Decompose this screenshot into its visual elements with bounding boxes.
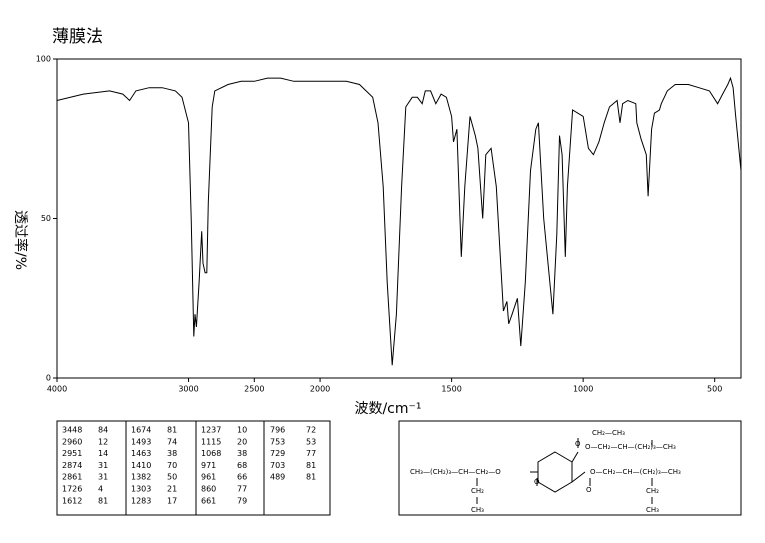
structure-label: CH₃—(CH₂)₃—CH—CH₂—O: [410, 468, 501, 476]
table-cell: 703: [270, 461, 285, 470]
table-cell: 66: [237, 473, 247, 482]
structure-label: O: [575, 440, 581, 448]
y-tick-label: 100: [36, 55, 51, 64]
table-cell: 81: [306, 473, 316, 482]
table-cell: 38: [167, 449, 177, 458]
x-tick-label: 2000: [310, 385, 330, 394]
table-cell: 50: [167, 473, 177, 482]
y-label: 透过率/%: [12, 210, 29, 270]
structure-label: O—CH₂—CH—(CH₂)₃—CH₃: [590, 468, 681, 476]
structure-label: O: [586, 486, 592, 494]
table-cell: 53: [306, 437, 316, 446]
table-frame: [56, 420, 331, 516]
table-cell: 753: [270, 437, 285, 446]
table-cell: 2874: [62, 461, 82, 470]
table-cell: 2960: [62, 437, 82, 446]
table-cell: 81: [167, 426, 177, 435]
plot-frame: [56, 58, 742, 379]
table-cell: 20: [237, 437, 247, 446]
x-tick-label: 500: [707, 385, 722, 394]
x-label: 波数/cm⁻¹: [354, 401, 421, 417]
title: 薄膜法: [52, 27, 103, 47]
structure-frame: [398, 420, 742, 516]
table-cell: 77: [306, 449, 316, 458]
structure: [398, 420, 742, 516]
table-cell: 1115: [201, 437, 221, 446]
table-cell: 74: [167, 437, 177, 446]
structure-label: CH₂: [646, 487, 659, 495]
table-cell: 1674: [131, 426, 151, 435]
peak-table: [56, 420, 331, 516]
table-cell: 81: [306, 461, 316, 470]
table-cell: 81: [98, 496, 108, 505]
table-cell: 84: [98, 426, 108, 435]
table-cell: 31: [98, 473, 108, 482]
table-cell: 1283: [131, 496, 151, 505]
x-tick-label: 1500: [441, 385, 461, 394]
structure-label: CH₃: [646, 506, 659, 514]
structure-label: CH₃: [471, 506, 484, 514]
structure-label: O—CH₂—CH—(CH₂)₃—CH₃: [585, 443, 676, 451]
table-cell: 72: [306, 426, 316, 435]
bond: [571, 471, 586, 483]
table-cell: 14: [98, 449, 108, 458]
table-cell: 17: [167, 496, 177, 505]
table-cell: 68: [237, 461, 247, 470]
table-cell: 12: [98, 437, 108, 446]
table-cell: 1237: [201, 426, 221, 435]
ring: [537, 451, 573, 493]
x-tick-label: 2500: [244, 385, 264, 394]
x-tick-label: 3000: [178, 385, 198, 394]
table-cell: 10: [237, 426, 247, 435]
y-tick-label: 50: [41, 214, 51, 223]
bond: [571, 451, 579, 463]
table-cell: 2861: [62, 473, 82, 482]
table-cell: 21: [167, 485, 177, 494]
x-tick-label: 4000: [47, 385, 67, 394]
structure-label: CH₂—CH₃: [592, 429, 625, 437]
table-cell: 2951: [62, 449, 82, 458]
table-cell: 796: [270, 426, 285, 435]
table-cell: 729: [270, 449, 285, 458]
table-cell: 1726: [62, 485, 82, 494]
table-cell: 70: [167, 461, 177, 470]
structure-label: O: [534, 478, 540, 486]
table-cell: 860: [201, 485, 216, 494]
table-cell: 1410: [131, 461, 151, 470]
table-cell: 1493: [131, 437, 151, 446]
table-cell: 1382: [131, 473, 151, 482]
table-cell: 1463: [131, 449, 151, 458]
table-cell: 961: [201, 473, 216, 482]
table-cell: 1068: [201, 449, 221, 458]
table-cell: 77: [237, 485, 247, 494]
table-cell: 3448: [62, 426, 82, 435]
x-tick-label: 1000: [573, 385, 593, 394]
table-cell: 1612: [62, 496, 82, 505]
structure-label: CH₂: [471, 487, 484, 495]
table-cell: 1303: [131, 485, 151, 494]
table-cell: 661: [201, 496, 216, 505]
table-cell: 31: [98, 461, 108, 470]
spectrum-line: [56, 76, 742, 366]
y-tick-label: 0: [46, 374, 51, 383]
table-cell: 38: [237, 449, 247, 458]
table-cell: 79: [237, 496, 247, 505]
table-cell: 4: [98, 485, 103, 494]
table-cell: 971: [201, 461, 216, 470]
table-cell: 489: [270, 473, 285, 482]
